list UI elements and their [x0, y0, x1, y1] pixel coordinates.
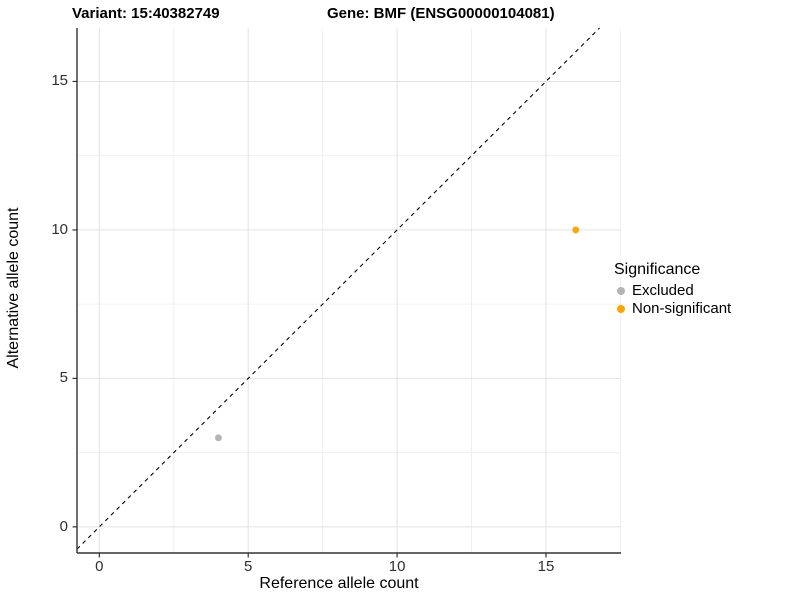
- x-tick-label: 15: [537, 558, 555, 575]
- legend-dot-icon: [617, 287, 625, 295]
- axis-lines: [76, 28, 621, 554]
- data-point-excluded: [215, 434, 222, 442]
- x-axis-title: Reference allele count: [259, 575, 419, 592]
- y-tick-label: 15: [51, 72, 68, 90]
- data-point-non-significant: [572, 226, 580, 234]
- gridlines-minor: [77, 28, 621, 553]
- y-tick-label: 0: [59, 517, 68, 535]
- legend-dot-icon: [617, 305, 625, 313]
- x-tick-label: 0: [95, 558, 104, 575]
- y-axis-title: Alternative allele count: [5, 207, 22, 369]
- gridlines-major: [77, 28, 621, 553]
- plot-title-variant: Variant: 15:40382749: [72, 5, 220, 22]
- x-tick-label: 5: [244, 558, 253, 575]
- y-tick-label: 10: [51, 220, 68, 238]
- legend-item-non-significant: Non-significant: [612, 300, 731, 318]
- legend-title: Significance: [614, 261, 701, 278]
- identity-line-group: [76, 27, 600, 550]
- legend-item-excluded: Excluded: [612, 282, 731, 300]
- data-points: [215, 226, 580, 442]
- tick-marks: [72, 80, 547, 558]
- plot-title-gene: Gene: BMF (ENSG00000104081): [327, 5, 555, 22]
- x-tick-label: 10: [388, 558, 406, 575]
- legend-item-label: Non-significant: [632, 300, 732, 317]
- identity-line: [76, 27, 600, 550]
- legend: Significance Excluded Non-significant: [612, 261, 731, 318]
- y-tick-label: 5: [59, 369, 68, 387]
- legend-items: Excluded Non-significant: [612, 282, 731, 318]
- legend-item-label: Excluded: [632, 282, 694, 299]
